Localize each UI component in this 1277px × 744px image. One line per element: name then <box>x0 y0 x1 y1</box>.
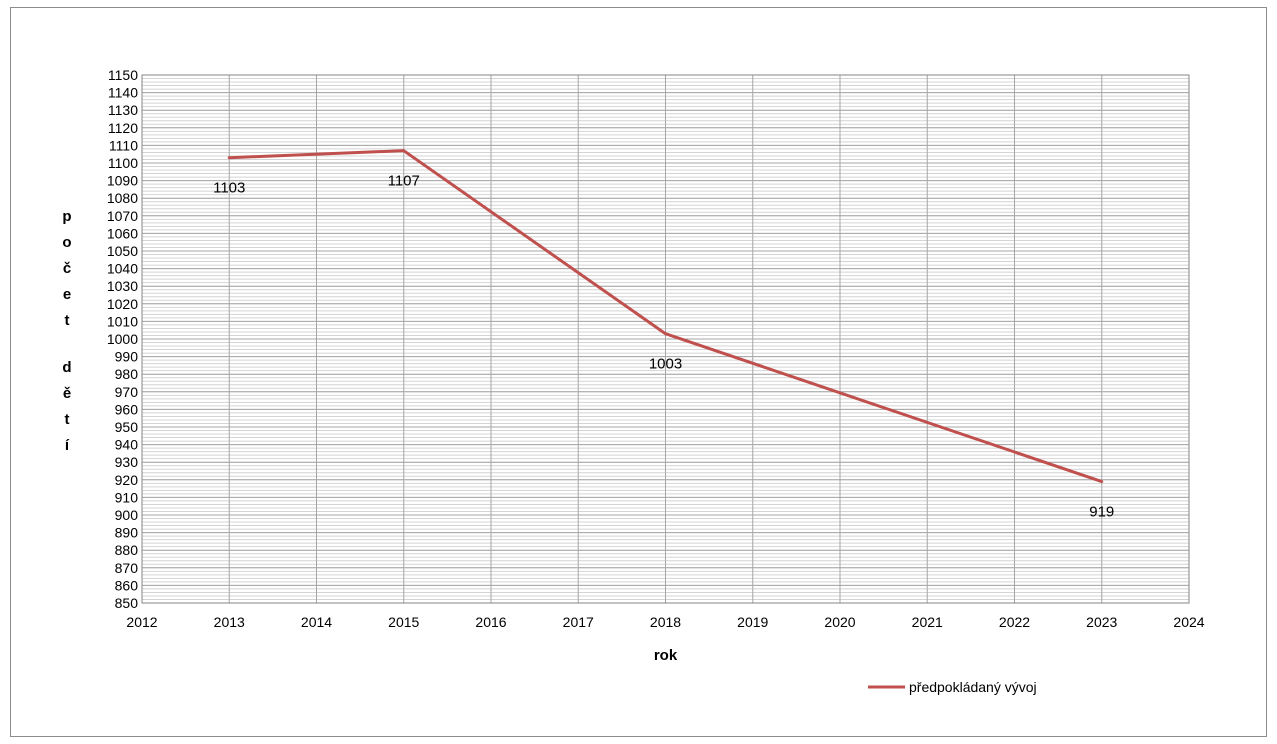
y-tick-label: 860 <box>115 577 139 593</box>
x-tick-label: 2015 <box>388 614 419 630</box>
y-tick-label: 1020 <box>107 296 138 312</box>
x-tick-label: 2020 <box>824 614 855 630</box>
y-tick-label: 1000 <box>107 331 138 347</box>
y-axis-title-letter: t <box>65 312 70 329</box>
x-tick-label: 2023 <box>1086 614 1117 630</box>
legend-entry-label: předpokládaný vývoj <box>909 679 1037 695</box>
x-tick-label: 2018 <box>650 614 681 630</box>
y-tick-label: 910 <box>115 489 139 505</box>
y-tick-label: 1050 <box>107 243 138 259</box>
major-gridlines <box>141 74 1190 604</box>
series-line <box>227 149 1104 484</box>
y-tick-label: 1010 <box>107 313 138 329</box>
x-tick-label: 2016 <box>475 614 506 630</box>
x-tick-label: 2024 <box>1173 614 1204 630</box>
y-tick-label: 1150 <box>108 67 138 83</box>
x-tick-label: 2017 <box>563 614 594 630</box>
data-label: 1003 <box>649 356 682 373</box>
y-axis-title-letter: p <box>62 208 71 225</box>
y-axis-title-letter: ě <box>63 385 71 402</box>
y-tick-label: 990 <box>115 349 139 365</box>
plot-area-border <box>141 74 1190 604</box>
y-tick-label: 950 <box>115 419 139 435</box>
x-tick-label: 2021 <box>912 614 943 630</box>
y-axis-title-letter: t <box>65 411 70 428</box>
series-lines <box>227 149 1104 484</box>
y-tick-label: 960 <box>115 401 139 417</box>
y-axis-title-letter: d <box>62 359 71 376</box>
y-tick-label: 1100 <box>108 155 138 171</box>
y-tick-label: 1060 <box>107 225 138 241</box>
y-tick-label: 1130 <box>108 102 138 118</box>
data-labels: 1103 1107 1003 919 <box>213 173 1114 521</box>
y-tick-label: 920 <box>115 472 139 488</box>
y-tick-label: 930 <box>115 454 139 470</box>
data-label: 1103 <box>213 180 245 197</box>
y-axis-title-letter: č <box>63 260 71 277</box>
x-tick-label: 2013 <box>214 614 245 630</box>
y-tick-label: 970 <box>115 384 139 400</box>
x-tick-label: 2022 <box>999 614 1030 630</box>
y-tick-label: 980 <box>115 366 139 382</box>
y-tick-label: 1090 <box>107 173 138 189</box>
x-tick-label: 2014 <box>301 614 332 630</box>
y-tick-label: 850 <box>115 595 139 611</box>
legend: předpokládaný vývoj <box>868 679 1037 695</box>
y-axis-title-letter: í <box>65 437 70 454</box>
data-label: 1107 <box>388 173 420 190</box>
x-axis-tick-labels: 2012 2013 2014 2015 2016 2017 2018 2019 2020 2021… <box>126 614 1204 630</box>
x-tick-label: 2019 <box>737 614 768 630</box>
y-tick-label: 880 <box>115 542 139 558</box>
y-tick-label: 890 <box>115 525 139 541</box>
y-tick-label: 1140 <box>108 85 138 101</box>
y-tick-label: 900 <box>115 507 139 523</box>
y-tick-label: 1070 <box>107 208 138 224</box>
data-label: 919 <box>1089 504 1114 521</box>
y-tick-label: 1040 <box>107 261 138 277</box>
y-tick-label: 940 <box>115 437 139 453</box>
y-axis-title-letter: e <box>63 286 71 303</box>
chart-frame: 850 860 870 880 890 900 910 920 930 940 950 960 970 9… <box>10 7 1267 737</box>
y-axis-title-letter: o <box>62 234 71 251</box>
y-tick-label: 1120 <box>108 120 138 136</box>
x-axis-title: rok <box>654 647 678 664</box>
y-tick-label: 1080 <box>107 190 138 206</box>
x-tick-label: 2012 <box>126 614 157 630</box>
y-tick-label: 1110 <box>109 137 138 153</box>
y-tick-label: 1030 <box>107 278 138 294</box>
y-tick-label: 870 <box>115 560 139 576</box>
